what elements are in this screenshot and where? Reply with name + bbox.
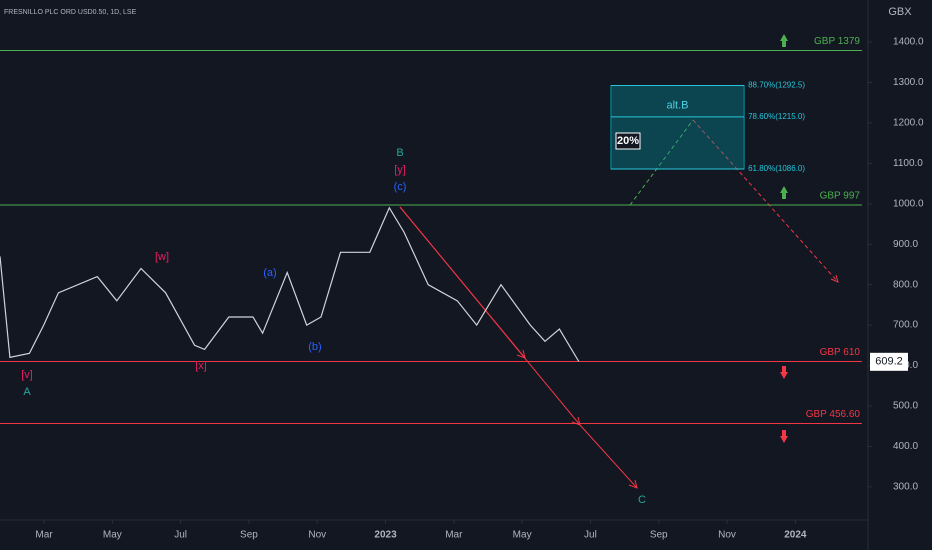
last-price-label: 609.2 [875, 356, 903, 368]
wave-label: (c) [394, 181, 407, 193]
x-tick-label: Mar [445, 530, 463, 541]
wave-label: [v] [21, 369, 33, 381]
wave-label: B [396, 147, 403, 159]
level-arrows [780, 34, 788, 443]
wave-label: (b) [308, 341, 321, 353]
wave-label: [w] [155, 251, 169, 263]
y-tick-label: 500.0 [893, 401, 918, 412]
y-tick-label: 1200.0 [893, 118, 924, 129]
x-tick-label: Jul [174, 530, 187, 541]
fib-label: 78.60%(1215.0) [748, 112, 805, 121]
y-tick-label: 300.0 [893, 481, 918, 492]
level-label: GBP 997 [820, 191, 861, 202]
x-tick-label: May [513, 530, 532, 541]
x-tick-label: Sep [650, 530, 668, 541]
y-tick-label: 900.0 [893, 239, 918, 250]
annotation-box [615, 132, 641, 150]
fib-label: 88.70%(1292.5) [748, 81, 805, 90]
wave-label: 20% [617, 135, 639, 147]
level-label: GBP 610 [820, 347, 861, 358]
fib-box [610, 85, 745, 170]
x-tick-label: 2023 [374, 530, 397, 541]
y-tick-label: 1100.0 [893, 158, 923, 169]
wave-label: A [23, 386, 31, 398]
y-tick-label: 1000.0 [893, 198, 924, 209]
fib-label: 61.80%(1086.0) [748, 164, 805, 173]
x-tick-label: Mar [35, 530, 53, 541]
x-tick-label: Nov [718, 530, 736, 541]
wave-label: C [638, 494, 646, 506]
wave-label: [y] [394, 164, 406, 176]
y-tick-label: 1400.0 [893, 37, 924, 48]
x-tick-label: Jul [584, 530, 597, 541]
y-axis-label: GBX [888, 6, 912, 18]
x-tick-label: May [103, 530, 122, 541]
projection-arrows [399, 119, 839, 489]
y-tick-label: 800.0 [893, 279, 918, 290]
last-price-box [870, 352, 908, 371]
wave-label: (a) [263, 267, 276, 279]
y-tick-label: 1300.0 [893, 77, 924, 88]
x-tick-label: Sep [240, 530, 258, 541]
chart-title: FRESNILLO PLC ORD USD0.50, 1D, LSE [4, 9, 137, 16]
level-label: GBP 1379 [814, 36, 860, 47]
y-tick-label: 700.0 [893, 320, 918, 331]
fib-title: alt.B [667, 99, 689, 111]
x-tick-label: Nov [308, 530, 326, 541]
price-line [0, 206, 580, 362]
y-tick-label: 400.0 [893, 441, 918, 452]
wave-label: [x] [195, 360, 207, 372]
level-label: GBP 456.60 [806, 409, 861, 420]
x-tick-label: 2024 [784, 530, 807, 541]
